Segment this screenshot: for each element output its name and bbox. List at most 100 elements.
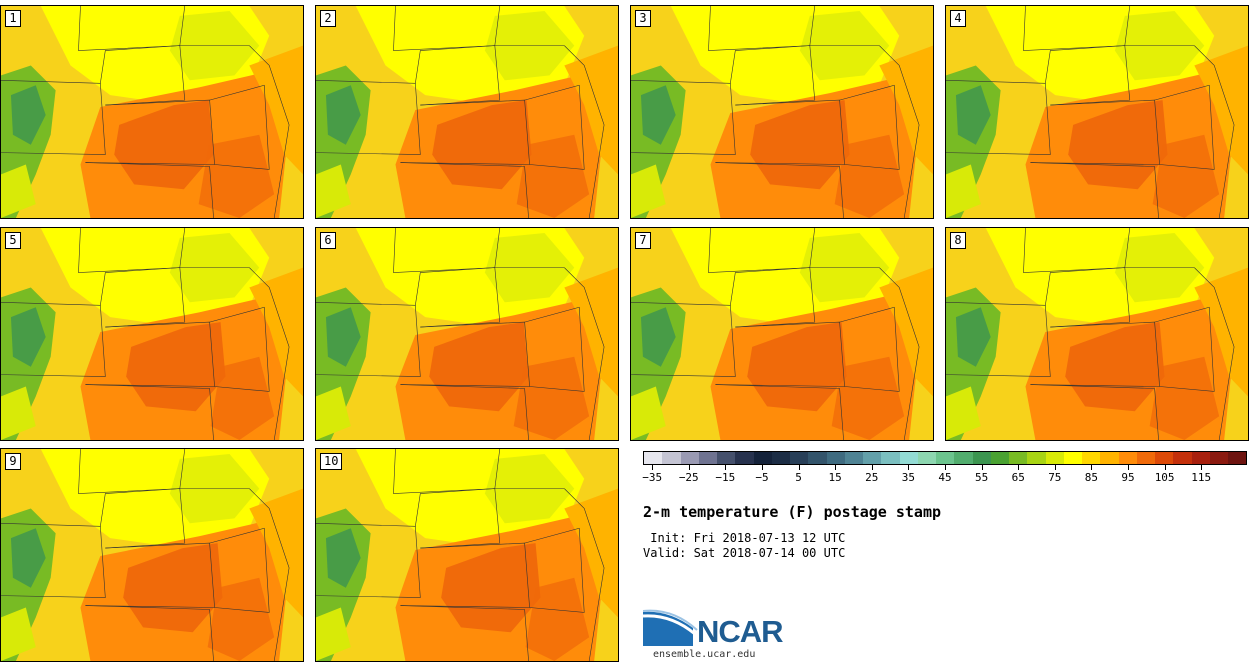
state-border — [524, 84, 585, 170]
hot-region — [750, 100, 850, 190]
hot-region — [525, 577, 590, 661]
state-border — [179, 6, 186, 46]
hot-region — [114, 100, 214, 190]
state-border — [400, 384, 529, 440]
colorbar-tick-label: 75 — [1048, 471, 1062, 484]
state-border — [1030, 321, 1160, 387]
colorbar-segment — [680, 452, 699, 464]
state-border — [879, 267, 920, 440]
mountain-region — [946, 164, 981, 218]
state-border — [316, 80, 421, 155]
member-panel-10: 10 — [315, 448, 619, 662]
mountain-region — [631, 164, 666, 218]
colorbar-segment — [954, 452, 973, 464]
member-label-8: 8 — [950, 232, 966, 249]
mountain-region — [316, 607, 351, 661]
state-border — [715, 384, 844, 440]
member-panel-8: 8 — [945, 227, 1249, 441]
member-panel-6: 6 — [315, 227, 619, 441]
state-border — [1124, 228, 1131, 268]
colorbar-segment — [917, 452, 936, 464]
mountain-region — [10, 528, 46, 588]
hot-region — [429, 322, 529, 412]
colorbar-segment — [753, 452, 772, 464]
state-border — [400, 605, 529, 661]
colorbar-segment — [1027, 452, 1046, 464]
hot-region — [834, 134, 905, 218]
colorbar-tick-label: 45 — [938, 471, 952, 484]
member-panel-7: 7 — [630, 227, 934, 441]
state-border — [809, 228, 816, 268]
colorbar-segment — [844, 452, 863, 464]
state-border — [1154, 306, 1215, 392]
state-border — [631, 302, 736, 377]
state-border — [494, 6, 501, 46]
colorbar-tick-label: 105 — [1154, 471, 1175, 484]
state-border — [1154, 84, 1215, 170]
colorbar-tick-label: 95 — [1121, 471, 1135, 484]
colorbar-tick — [981, 465, 983, 470]
state-border — [85, 321, 215, 387]
mountain-region — [640, 85, 676, 145]
state-border — [393, 449, 565, 494]
state-border — [400, 321, 530, 387]
colorbar-segment — [771, 452, 790, 464]
state-border — [393, 6, 565, 51]
state-border — [1030, 384, 1159, 440]
hot-region — [207, 577, 275, 661]
state-border — [715, 99, 845, 165]
state-border — [809, 6, 816, 46]
colorbar-segment — [881, 452, 900, 464]
state-border — [1030, 99, 1160, 165]
state-border — [316, 523, 421, 598]
state-border — [715, 321, 845, 387]
colorbar-tick-label: −25 — [678, 471, 699, 484]
member-label-4: 4 — [950, 10, 966, 27]
state-border — [1, 302, 106, 377]
mild-region — [879, 45, 933, 175]
mountain-region — [325, 307, 361, 367]
hot-region — [513, 356, 590, 440]
hot-region — [1149, 356, 1220, 440]
colorbar-tick-label: 55 — [974, 471, 989, 484]
colorbar-segment — [735, 452, 754, 464]
colorbar-tick — [688, 465, 690, 470]
hot-region — [1152, 134, 1220, 218]
state-border — [179, 449, 186, 489]
mild-region — [564, 267, 618, 397]
colorbar-tick-label: −5 — [755, 471, 769, 484]
state-border — [1124, 6, 1131, 46]
member-panel-2: 2 — [315, 5, 619, 219]
colorbar-segment — [698, 452, 717, 464]
mountain-region — [640, 307, 676, 367]
colorbar-segment — [790, 452, 809, 464]
mountain-region — [955, 85, 991, 145]
mild-region — [249, 45, 303, 175]
colorbar-segment — [808, 452, 827, 464]
state-border — [78, 449, 250, 494]
state-border — [85, 605, 214, 661]
state-border — [524, 527, 585, 613]
state-border — [494, 228, 501, 268]
member-label-9: 9 — [5, 453, 21, 470]
member-panel-5: 5 — [0, 227, 304, 441]
member-label-1: 1 — [5, 10, 21, 27]
colorbar-tick — [1018, 465, 1020, 470]
hot-region — [123, 543, 223, 633]
hot-region — [432, 100, 532, 190]
colorbar-tick-label: 15 — [828, 471, 842, 484]
state-border — [78, 6, 250, 51]
state-border — [78, 228, 250, 273]
temperature-map-9 — [1, 449, 303, 661]
state-border — [1194, 45, 1235, 218]
colorbar-segment — [1191, 452, 1210, 464]
colorbar-tick-label: 65 — [1011, 471, 1025, 484]
state-border — [524, 306, 585, 392]
hot-region — [1068, 100, 1168, 190]
state-border — [209, 306, 270, 392]
hot-region — [516, 134, 590, 218]
hot-region — [441, 543, 541, 633]
state-border — [839, 306, 900, 392]
member-panel-3: 3 — [630, 5, 934, 219]
state-border — [1030, 162, 1159, 218]
